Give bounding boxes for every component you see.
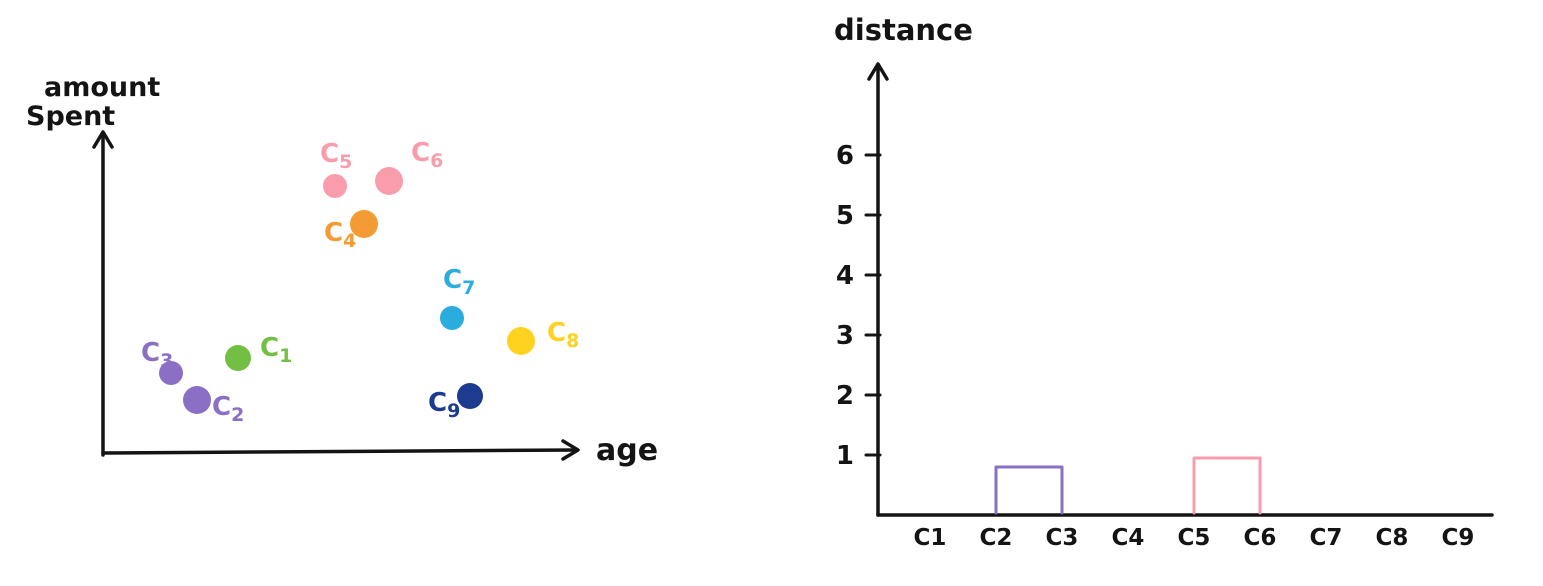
dendrogram-category-label-C2: C2 [980,525,1013,551]
dendrogram-category-label-C3: C3 [1046,525,1079,551]
dendrogram-y-tick-label-6: 6 [836,141,854,171]
dendrogram-category-label-C9: C9 [1442,525,1475,551]
scatter-point-C3 [159,361,183,385]
scatter-point-C6 [375,167,403,195]
scatter-x-axis [101,448,578,455]
dendrogram-category-label-C7: C7 [1310,525,1343,551]
scatter-point-label-C5: C5 [320,139,352,173]
scatter-point-C4 [350,210,378,238]
scatter-y-axis-arrow-icon [92,130,114,149]
dendrogram-category-label-C8: C8 [1376,525,1409,551]
scatter-ylabel-line2: Spent [26,101,115,132]
scatter-point-label-C7: C7 [443,265,475,299]
scatter-point-C7 [440,306,464,330]
dendrogram-y-tick-label-1: 1 [836,441,854,471]
scatter-point-label-C3: C3 [141,338,173,372]
scatter-ylabel-line1: amount [44,72,160,103]
dendrogram-category-label-C6: C6 [1244,525,1277,551]
dendrogram-ylabel: distance [834,13,973,47]
scatter-point-C2 [183,386,211,414]
scatter-point-label-C6: C6 [411,138,443,172]
scatter-xlabel: age [596,433,658,468]
dendrogram-merge-C5-C6 [1192,456,1262,515]
scatter-x-axis-arrow-icon [561,439,580,461]
scatter-point-C5 [323,174,347,198]
scatter-point-C9 [457,383,483,409]
scatter-point-label-C8: C8 [547,318,579,352]
scatter-point-label-C1: C1 [260,333,292,367]
dendrogram-y-tick-label-2: 2 [836,381,854,411]
dendrogram-y-tick-label-3: 3 [836,321,854,351]
scatter-point-label-C2: C2 [212,392,244,426]
dendrogram-merge-C2-C3 [994,465,1064,515]
dendrogram-y-tick-label-5: 5 [836,201,854,231]
dendrogram-category-label-C1: C1 [914,525,947,551]
scatter-point-C1 [225,345,251,371]
dendrogram-category-label-C5: C5 [1178,525,1211,551]
scatter-point-label-C9: C9 [428,388,460,422]
dendrogram-y-tick-label-4: 4 [836,261,854,291]
dendrogram-chart: distance 1 2 3 4 5 6 C1 C2 C3 C4 C5 C6 C7 C8 C9 [834,13,1494,551]
dendrogram-category-label-C4: C4 [1112,525,1145,551]
scatter-point-C8 [507,327,535,355]
scatter-point-label-C4: C4 [324,218,356,252]
dendrogram-y-axis-arrow-icon [867,62,889,81]
